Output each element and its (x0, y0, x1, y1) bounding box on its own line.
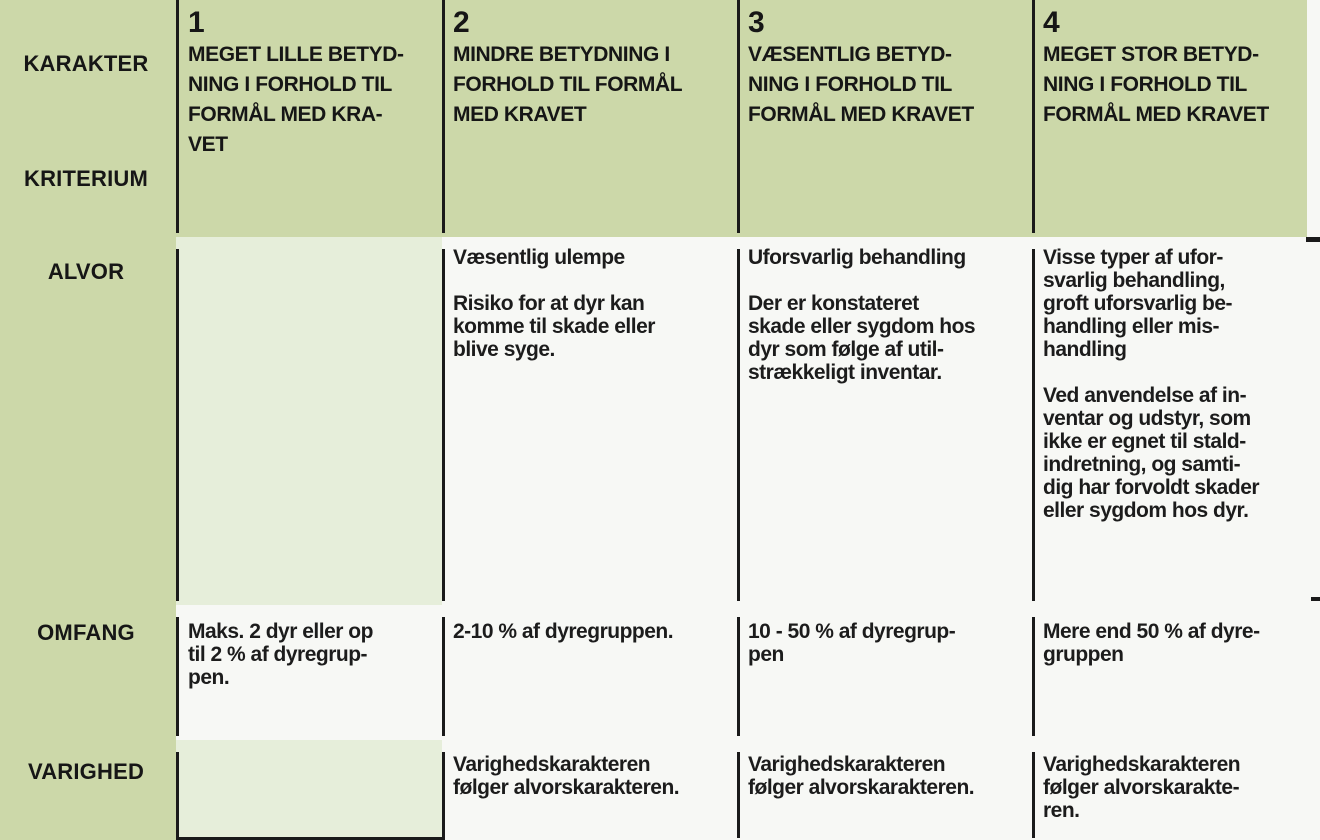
column-border (176, 249, 179, 601)
label-column-background (0, 237, 176, 840)
column-number: 4 (1043, 6, 1060, 39)
cell-varighed-col1-empty (176, 740, 442, 837)
cell-alvor-col4: Visse typer af ufor- svarlig behandling,… (1043, 246, 1260, 522)
column-border (442, 617, 445, 736)
table-bottom-border (176, 837, 445, 840)
cell-omfang-col2: 2-10 % af dyregruppen. (453, 620, 674, 643)
column-border (1032, 752, 1035, 838)
cell-omfang-col3: 10 - 50 % af dyregrup- pen (748, 620, 956, 666)
column-heading-text: MINDRE BETYDNING I FORHOLD TIL FORMÅL ME… (453, 43, 683, 126)
cell-alvor-col1-empty (176, 237, 442, 605)
cell-alvor-col3: Uforsvarlig behandling Der er konstatere… (748, 246, 976, 384)
column-border (737, 617, 740, 736)
column-border (442, 0, 445, 233)
column-border (1032, 617, 1035, 736)
column-header-2: 2 MINDRE BETYDNING I FORHOLD TIL FORMÅL … (453, 6, 733, 130)
row-label-omfang: OMFANG (37, 620, 135, 645)
column-border (737, 752, 740, 838)
header-row-background (0, 0, 1307, 237)
right-edge-tick (1311, 597, 1320, 601)
cell-omfang-col4: Mere end 50 % af dyre- gruppen (1043, 620, 1260, 666)
column-border (1032, 0, 1035, 233)
column-border (442, 249, 445, 601)
column-heading-text: VÆSENTLIG BETYD- NING I FORHOLD TIL FORM… (748, 43, 974, 126)
cell-varighed-col4: Varighedskarakteren følger alvorskarakte… (1043, 753, 1241, 822)
row-label-varighed: VARIGHED (27, 759, 145, 784)
column-header-1: 1 MEGET LILLE BETYD- NING I FORHOLD TIL … (188, 6, 438, 160)
column-border (176, 617, 179, 736)
column-header-4: 4 MEGET STOR BETYD- NING I FORHOLD TIL F… (1043, 6, 1303, 130)
cell-varighed-col3: Varighedskarakteren følger alvorskarakte… (748, 753, 975, 799)
corner-label-karakter: KARAKTER (23, 51, 149, 76)
column-number: 1 (188, 6, 205, 39)
column-border (1032, 249, 1035, 601)
right-edge-tick (1306, 237, 1320, 242)
cell-varighed-col2: Varighedskarakteren følger alvorskarakte… (453, 753, 680, 799)
corner-label-kriterium: KRITERIUM (23, 166, 148, 191)
column-number: 3 (748, 6, 765, 39)
cell-alvor-col2: Væsentlig ulempe Risiko for at dyr kan k… (453, 246, 655, 361)
cell-omfang-col1: Maks. 2 dyr eller op til 2 % af dyregrup… (188, 620, 373, 689)
column-border (737, 0, 740, 233)
column-border (442, 752, 445, 838)
column-number: 2 (453, 6, 470, 39)
column-border (737, 249, 740, 601)
column-heading-text: MEGET STOR BETYD- NING I FORHOLD TIL FOR… (1043, 43, 1269, 126)
row-label-alvor: ALVOR (47, 259, 125, 284)
column-border (176, 752, 179, 838)
column-heading-text: MEGET LILLE BETYD- NING I FORHOLD TIL FO… (188, 43, 404, 156)
column-border (176, 0, 179, 233)
column-header-3: 3 VÆSENTLIG BETYD- NING I FORHOLD TIL FO… (748, 6, 1028, 130)
